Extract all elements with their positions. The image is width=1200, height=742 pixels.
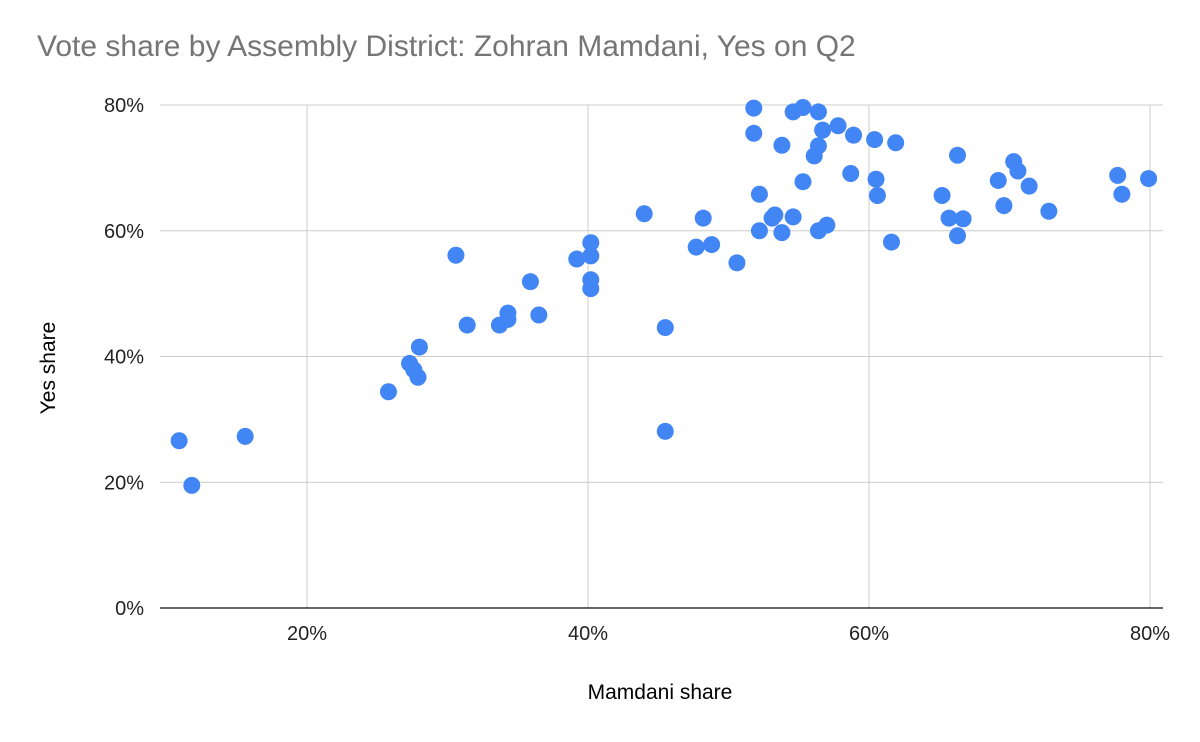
data-point bbox=[794, 173, 812, 191]
data-point bbox=[1109, 166, 1127, 184]
data-point bbox=[170, 432, 188, 450]
x-axis-title: Mamdani share bbox=[588, 681, 733, 704]
data-point bbox=[794, 99, 812, 117]
data-point bbox=[773, 136, 791, 154]
chart-title: Vote share by Assembly District: Zohran … bbox=[37, 30, 856, 63]
data-point bbox=[745, 99, 763, 117]
data-point bbox=[410, 338, 428, 356]
data-point bbox=[687, 238, 705, 256]
data-point bbox=[694, 209, 712, 227]
data-point bbox=[995, 197, 1013, 215]
data-point bbox=[814, 121, 832, 139]
data-point bbox=[845, 126, 863, 144]
x-tick-label: 20% bbox=[287, 623, 327, 645]
data-point bbox=[940, 209, 958, 227]
data-point bbox=[989, 171, 1007, 189]
data-point bbox=[499, 304, 517, 322]
data-point bbox=[183, 476, 201, 494]
data-point bbox=[1140, 170, 1158, 188]
data-point bbox=[949, 227, 967, 245]
data-point bbox=[1009, 162, 1027, 180]
data-point bbox=[882, 233, 900, 251]
data-point bbox=[582, 247, 600, 265]
data-point bbox=[1040, 202, 1058, 220]
data-point bbox=[829, 117, 847, 135]
data-point bbox=[809, 137, 827, 155]
axes: 0% 20% 40% 60% 80% 20% 40% 60% 80% bbox=[104, 95, 1170, 645]
data-point bbox=[728, 254, 746, 272]
data-point bbox=[409, 368, 427, 386]
y-tick-label: 20% bbox=[104, 472, 144, 494]
data-point bbox=[656, 422, 674, 440]
data-point bbox=[933, 187, 951, 205]
gridlines bbox=[160, 104, 1163, 608]
data-point bbox=[750, 222, 768, 240]
data-point bbox=[784, 208, 802, 226]
y-tick-label: 60% bbox=[104, 221, 144, 243]
data-point bbox=[949, 146, 967, 164]
data-point bbox=[842, 165, 860, 183]
data-point bbox=[766, 206, 784, 224]
data-point bbox=[447, 246, 465, 264]
data-point bbox=[745, 124, 763, 142]
data-point bbox=[866, 131, 884, 149]
y-tick-label: 0% bbox=[115, 598, 144, 620]
y-tick-label: 80% bbox=[104, 95, 144, 117]
data-point bbox=[568, 250, 586, 268]
data-point bbox=[521, 273, 539, 291]
data-point bbox=[530, 306, 548, 324]
data-point bbox=[818, 216, 836, 234]
data-point bbox=[750, 185, 768, 203]
x-tick-label: 80% bbox=[1130, 623, 1170, 645]
data-point bbox=[773, 224, 791, 242]
data-point bbox=[887, 134, 905, 152]
data-point bbox=[635, 205, 653, 223]
data-point bbox=[1020, 177, 1038, 195]
data-point bbox=[703, 236, 721, 254]
data-point bbox=[1113, 185, 1131, 203]
x-tick-label: 60% bbox=[849, 623, 889, 645]
data-point bbox=[379, 383, 397, 401]
data-point bbox=[954, 210, 972, 228]
data-point bbox=[809, 103, 827, 121]
y-tick-label: 40% bbox=[104, 347, 144, 369]
data-point bbox=[656, 319, 674, 337]
data-point bbox=[582, 280, 600, 298]
data-point bbox=[867, 170, 885, 188]
data-point bbox=[582, 234, 600, 252]
y-axis-title: Yes share bbox=[37, 322, 60, 415]
data-point bbox=[458, 316, 476, 334]
data-points bbox=[170, 99, 1158, 494]
data-point bbox=[236, 427, 254, 445]
x-tick-label: 40% bbox=[568, 623, 608, 645]
data-point bbox=[868, 187, 886, 205]
